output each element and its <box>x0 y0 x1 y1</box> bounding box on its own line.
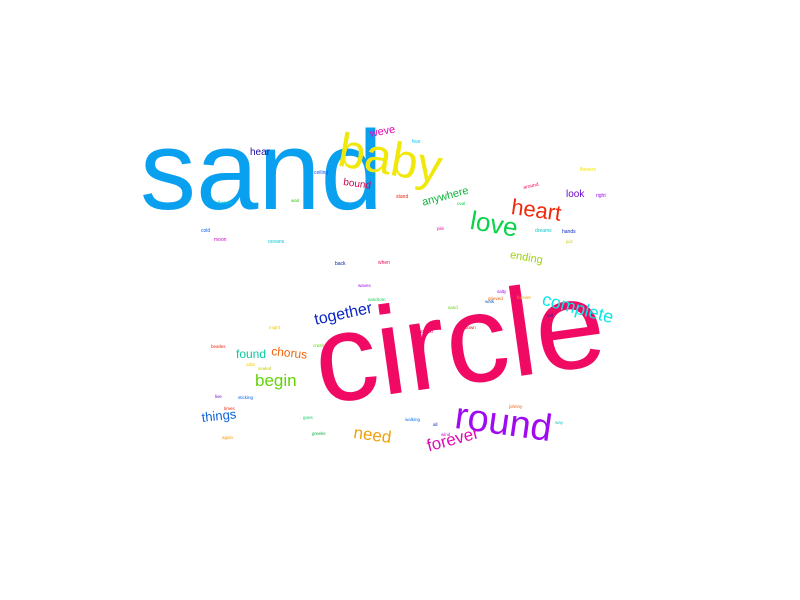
word-sticking: sticking <box>238 395 254 400</box>
word-around: around <box>522 181 540 191</box>
word-live: live <box>215 394 222 399</box>
word-tell: tell <box>547 313 553 318</box>
word-wind: wind <box>441 432 451 437</box>
word-begin: begin <box>255 371 297 390</box>
word-grieved: grieved <box>488 296 503 301</box>
word-all: all <box>433 422 438 427</box>
word-walking: walking <box>405 417 421 422</box>
word-sand-2: sand <box>448 305 458 310</box>
word-ceiling: ceiling <box>314 170 329 176</box>
word-johnny: johnny <box>509 404 523 409</box>
word-look: look <box>566 189 585 200</box>
word-crash: crash <box>313 343 325 348</box>
word-forever-2: forever <box>517 295 532 300</box>
word-hands: hands <box>562 229 576 235</box>
word-way: way <box>555 420 564 425</box>
word-orbit: orbit <box>246 362 255 367</box>
word-greeks: greeks <box>312 431 326 436</box>
word-flowers-2: flowers <box>218 200 233 205</box>
word-chorus: chorus <box>270 344 308 362</box>
word-fear: fear <box>412 139 421 145</box>
word-again: again <box>222 435 234 440</box>
word-sand: sand <box>140 108 383 233</box>
word-wait: wait <box>291 198 300 203</box>
word-waves: waves <box>358 283 371 288</box>
word-goes: goes <box>303 415 313 420</box>
word-oval: oval <box>457 201 466 206</box>
word-right: right <box>596 193 606 199</box>
word-walk: walk <box>485 299 495 304</box>
word-beatles: beatles <box>211 344 226 349</box>
word-hear: hear <box>250 147 271 158</box>
word-love: love <box>468 205 521 243</box>
word-when: when <box>378 260 390 266</box>
word-salty: salty <box>497 289 507 294</box>
word-sealed: sealed <box>258 366 272 371</box>
word-oceans: oceans <box>268 239 285 245</box>
word-stand: stand <box>396 194 409 200</box>
word-dreams: dreams <box>535 228 552 234</box>
word-moon: moon <box>214 237 227 243</box>
word-down: down <box>465 325 476 330</box>
word-times: times <box>224 406 235 411</box>
word-juiz: juiz <box>566 239 573 244</box>
word-need: need <box>352 423 393 448</box>
word-forever: forever <box>424 423 481 456</box>
word-found: found <box>236 347 267 361</box>
word-cold: cold <box>201 228 211 234</box>
word-sandrom: sandrom <box>368 297 386 302</box>
word-flowers: flowers <box>580 167 596 173</box>
word-shattered: shattered <box>414 329 433 334</box>
word-pile: pile <box>437 226 445 231</box>
word-might: might <box>269 325 281 330</box>
word-back: back <box>335 261 346 267</box>
